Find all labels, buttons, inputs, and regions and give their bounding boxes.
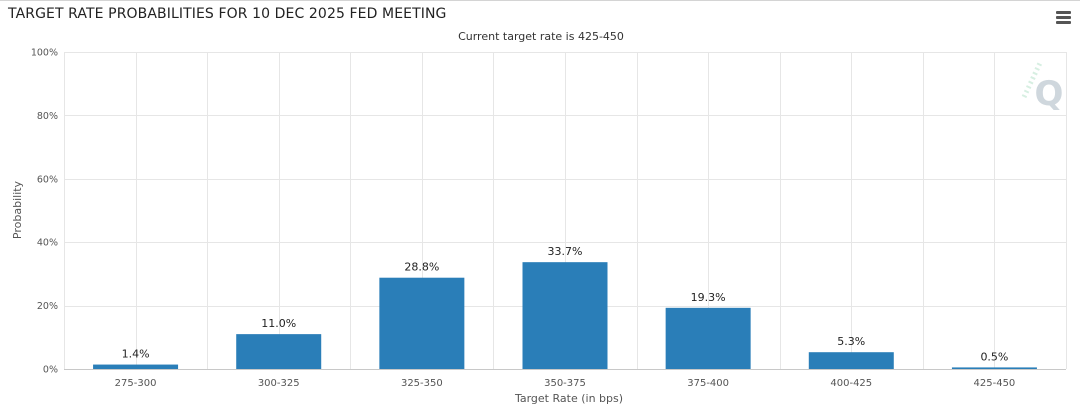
y-tick-label: 60% — [37, 174, 58, 185]
data-labels: 1.4% 11.0% 28.8% 33.7% 19.3% 5.3% 0.5% — [122, 245, 1009, 363]
data-label: 0.5% — [980, 350, 1008, 363]
q-logo-letter: Q — [1035, 74, 1064, 114]
y-tick-label: 100% — [31, 48, 58, 59]
y-tick-label: 0% — [43, 365, 58, 376]
x-tick-label: 300-325 — [258, 378, 300, 389]
q-logo-stripes — [1021, 61, 1043, 99]
y-tick-label: 40% — [37, 238, 58, 249]
bar — [951, 367, 1037, 369]
x-tick-label: 325-350 — [401, 378, 443, 389]
data-label: 5.3% — [837, 335, 865, 348]
bar — [93, 364, 179, 369]
chart-subtitle: Current target rate is 425-450 — [458, 30, 624, 43]
data-label: 1.4% — [122, 348, 150, 361]
y-tick-label: 80% — [37, 111, 58, 122]
y-axis-label: Probability — [11, 180, 24, 239]
y-tick-label: 20% — [37, 301, 58, 312]
x-tick-label: 375-400 — [687, 378, 729, 389]
x-tick-label: 425-450 — [974, 378, 1016, 389]
grid-lines — [64, 52, 1067, 370]
bar — [522, 262, 608, 369]
bar — [665, 307, 751, 369]
x-axis-ticks: 275-300 300-325 325-350 350-375 375-400 400-4… — [115, 378, 1016, 389]
q-logo-icon: Q — [1021, 61, 1064, 114]
x-tick-label: 275-300 — [115, 378, 157, 389]
bar — [808, 352, 894, 369]
x-tick-label: 350-375 — [544, 378, 586, 389]
chart-title: TARGET RATE PROBABILITIES FOR 10 DEC 202… — [8, 6, 447, 22]
bars — [93, 262, 1037, 369]
y-axis-ticks: 0% 20% 40% 60% 80% 100% — [31, 48, 58, 376]
bar — [236, 334, 322, 369]
data-label: 11.0% — [261, 317, 296, 330]
x-axis-label: Target Rate (in bps) — [514, 392, 623, 405]
x-tick-label: 400-425 — [830, 378, 872, 389]
bar — [379, 277, 465, 369]
data-label: 19.3% — [691, 291, 726, 304]
hamburger-menu-icon[interactable] — [1056, 11, 1071, 25]
data-label: 33.7% — [548, 245, 583, 258]
data-label: 28.8% — [404, 261, 439, 274]
